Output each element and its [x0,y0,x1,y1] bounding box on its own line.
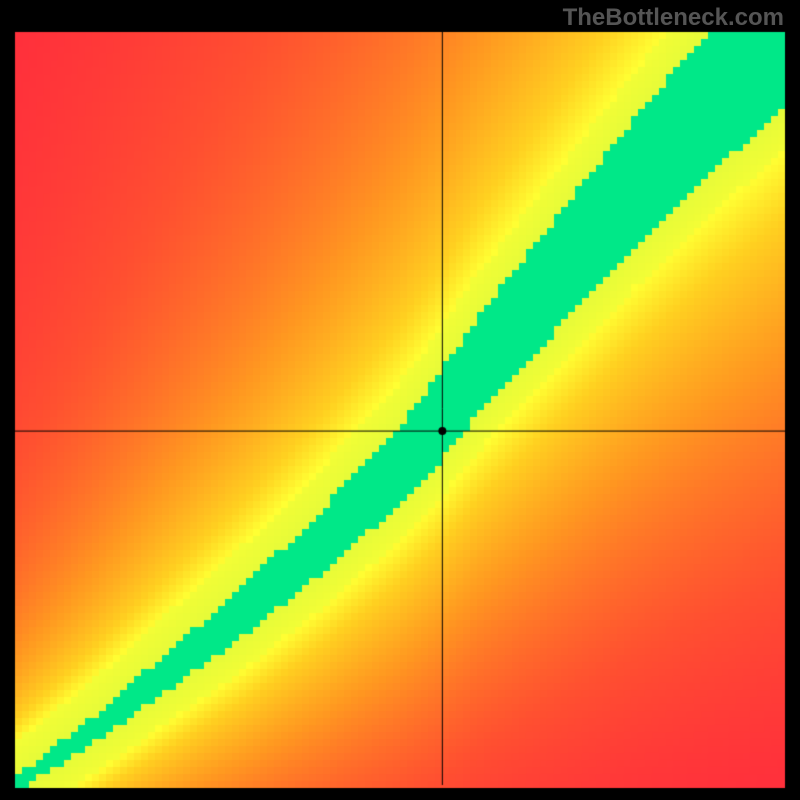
bottleneck-heatmap [0,0,800,800]
watermark-text: TheBottleneck.com [563,4,784,32]
chart-container: TheBottleneck.com [0,0,800,800]
